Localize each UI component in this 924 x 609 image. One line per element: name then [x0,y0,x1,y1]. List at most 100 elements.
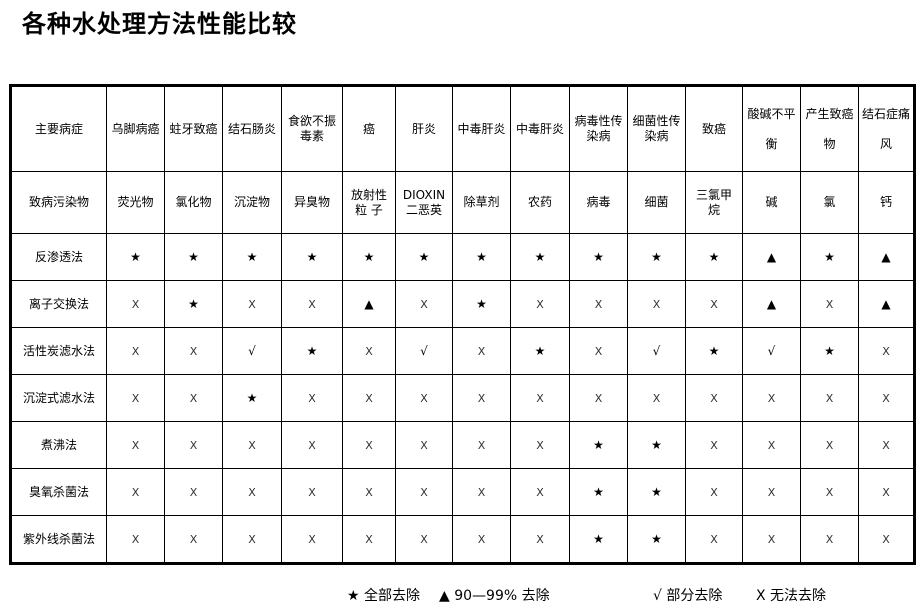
table-cell: DIOXIN 二恶英 [395,171,453,234]
table-cell: 病毒 [569,171,628,234]
table-cell: ★ [281,233,343,281]
table-cell: ★ [342,233,396,281]
table-row: 紫外线杀菌法 X X X X X X X X ★ ★ X X X X [10,515,915,564]
table-cell: ▲ [742,233,801,281]
table-cell: ★ [627,468,686,516]
table-cell: X [800,280,859,328]
table-cell: X [452,421,511,469]
table-cell: 肝炎 [395,85,453,172]
table-cell: X [858,327,915,375]
table-cell: ▲ [858,233,915,281]
table-cell: ★ [510,233,570,281]
table-cell: 农药 [510,171,570,234]
table-cell: ★ [164,280,223,328]
row-label: 主要病症 [10,85,107,172]
row-label: 臭氧杀菌法 [10,468,107,516]
table-cell: X [395,280,453,328]
row-label: 离子交换法 [10,280,107,328]
table-cell: ★ [627,515,686,564]
table-cell: ★ [395,233,453,281]
table-cell: X [164,515,223,564]
table-row: 反渗透法 ★ ★ ★ ★ ★ ★ ★ ★ ★ ★ ★ ▲ ★ ▲ [10,233,915,281]
table-cell: X [395,468,453,516]
table-cell: 放射性 粒 子 [342,171,396,234]
legend-partial-removal: √ 部分去除 [653,588,723,604]
table-cell: 三氯甲 烷 [685,171,743,234]
table-cell: 异臭物 [281,171,343,234]
table-cell: X [164,374,223,422]
table-cell: ★ [569,233,628,281]
table-cell: X [222,468,282,516]
table-row: 离子交换法 X ★ X X ▲ X ★ X X X X ▲ X ▲ [10,280,915,328]
table-cell: X [742,468,801,516]
table-cell: 蛀牙致癌 [164,85,223,172]
page-title: 各种水处理方法性能比较 [22,10,297,38]
table-cell: 乌脚病癌 [106,85,165,172]
table-cell: 碱 [742,171,801,234]
table-cell: 沉淀物 [222,171,282,234]
legend-full-removal: ★ 全部去除 [347,588,421,604]
table-cell: X [222,515,282,564]
table-cell: √ [222,327,282,375]
table-cell: X [281,468,343,516]
table-row: 沉淀式滤水法 X X ★ X X X X X X X X X X X [10,374,915,422]
table-cell: ★ [685,327,743,375]
comparison-table: 主要病症 乌脚病癌 蛀牙致癌 结石肠炎 食欲不振 毒素癌肝炎 中毒肝炎 中毒肝炎 病毒性传 染… [9,84,916,565]
table-cell: X [106,374,165,422]
table-cell: 氯化物 [164,171,223,234]
table-cell: X [627,280,686,328]
row-label: 煮沸法 [10,421,107,469]
table-cell: ★ [452,233,511,281]
table-cell: X [281,374,343,422]
table-cell: ★ [222,233,282,281]
table-cell: X [106,280,165,328]
table-cell: X [858,374,915,422]
table-cell: X [569,327,628,375]
row-label: 反渗透法 [10,233,107,281]
table-cell: X [164,327,223,375]
table-cell: X [342,515,396,564]
table-cell: ★ [164,233,223,281]
table-cell: √ [395,327,453,375]
table-cell: X [281,421,343,469]
table-cell: 细菌性传 染病 [627,85,686,172]
table-cell: X [685,280,743,328]
table-cell: X [800,421,859,469]
table-cell: 食欲不振 毒素 [281,85,343,172]
table-cell: X [510,421,570,469]
table-cell: 结石肠炎 [222,85,282,172]
table-cell: X [510,374,570,422]
table-cell: ★ [627,233,686,281]
table-cell: 氯 [800,171,859,234]
table-cell: X [106,421,165,469]
table-cell: ★ [627,421,686,469]
table-cell: 致癌 [685,85,743,172]
header-row-symptoms: 主要病症 乌脚病癌 蛀牙致癌 结石肠炎 食欲不振 毒素癌肝炎 中毒肝炎 中毒肝炎 病毒性传 染… [10,85,915,172]
table-cell: X [395,421,453,469]
table-cell: ▲ [858,280,915,328]
table-row: 煮沸法 X X X X X X X X ★ ★ X X X X [10,421,915,469]
table-cell: X [742,421,801,469]
table-cell: X [342,468,396,516]
row-label: 活性炭滤水法 [10,327,107,375]
table-cell: X [800,468,859,516]
row-label: 紫外线杀菌法 [10,515,107,564]
table-cell: X [164,468,223,516]
table-cell: X [569,374,628,422]
table-cell: X [742,374,801,422]
table-cell: X [452,468,511,516]
table-cell: X [510,280,570,328]
table-cell: X [281,515,343,564]
table-cell: X [800,515,859,564]
table-cell: ▲ [742,280,801,328]
table-cell: 荧光物 [106,171,165,234]
table-cell: X [685,515,743,564]
table-cell: X [222,421,282,469]
table-cell: √ [627,327,686,375]
table-cell: X [510,515,570,564]
table-cell: X [342,374,396,422]
table-cell: ★ [685,233,743,281]
table-cell: X [164,421,223,469]
table-cell: ★ [281,327,343,375]
row-label: 沉淀式滤水法 [10,374,107,422]
